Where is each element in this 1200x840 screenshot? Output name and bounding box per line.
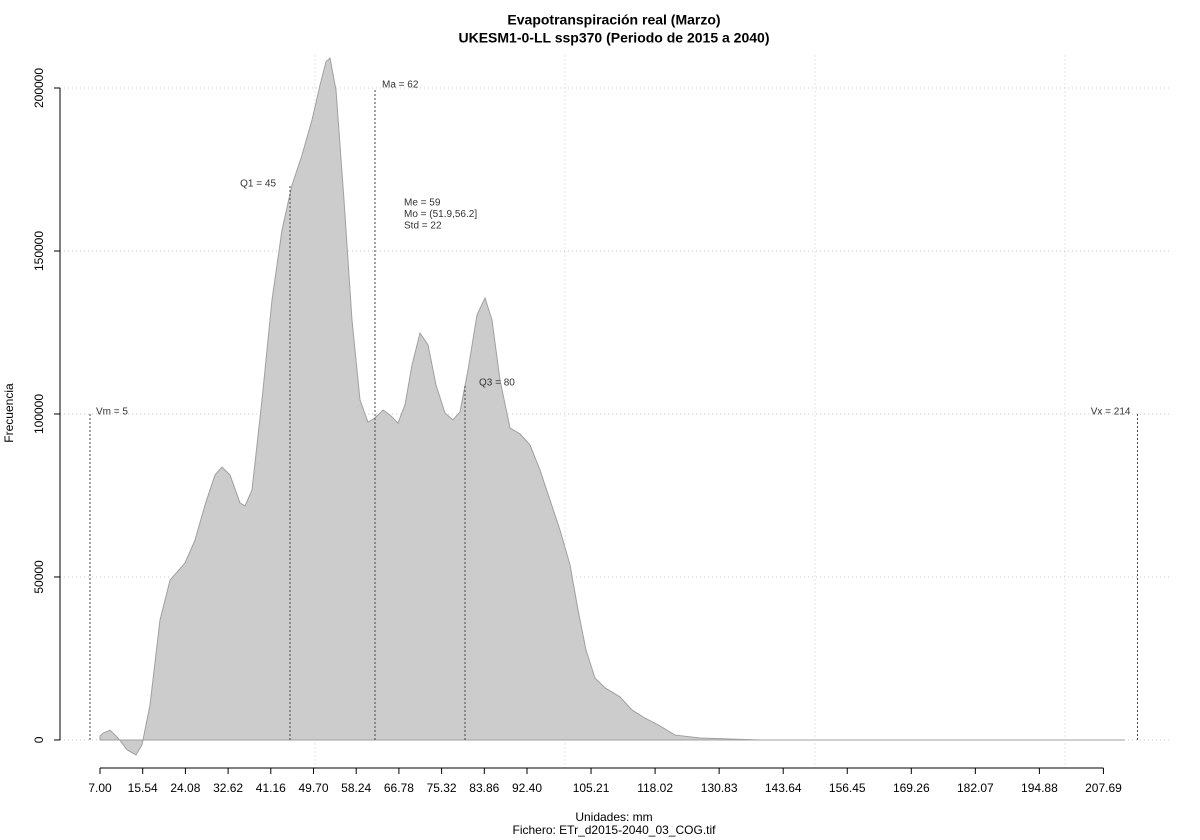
- annotation-label: Q3 = 80: [479, 377, 515, 388]
- stat-label: Me = 59: [404, 198, 441, 209]
- x-tick-label: 130.83: [701, 781, 738, 795]
- x-tick-label: 169.26: [893, 781, 930, 795]
- x-tick-label: 207.69: [1085, 781, 1122, 795]
- x-tick-label: 32.62: [213, 781, 243, 795]
- chart-subtitle: UKESM1-0-LL ssp370 (Periodo de 2015 a 20…: [459, 30, 770, 46]
- stat-label: Std = 22: [404, 221, 442, 232]
- x-tick-label: 7.00: [88, 781, 112, 795]
- y-tick-label: 200000: [32, 68, 46, 108]
- x-tick-label: 49.70: [298, 781, 328, 795]
- stat-label: Mo = (51.9,56.2]: [404, 209, 477, 220]
- x-axis-label: Unidades: mm: [575, 810, 652, 824]
- x-tick-label: 92.40: [512, 781, 542, 795]
- chart-title: Evapotranspiración real (Marzo): [507, 12, 720, 28]
- x-tick-label: 41.16: [256, 781, 286, 795]
- annotation-label: Vm = 5: [96, 407, 128, 418]
- y-tick-label: 0: [32, 736, 46, 743]
- annotation-label: Q1 = 45: [240, 178, 276, 189]
- y-axis-label: Frecuencia: [2, 383, 16, 443]
- annotation-label: Ma = 62: [382, 80, 419, 91]
- caption: Fichero: ETr_d2015-2040_03_COG.tif: [513, 823, 717, 837]
- annotation-label: Vx = 214: [1091, 407, 1131, 418]
- x-tick-label: 58.24: [341, 781, 371, 795]
- x-tick-label: 156.45: [829, 781, 866, 795]
- x-tick-label: 24.08: [170, 781, 200, 795]
- y-tick-label: 50000: [32, 560, 46, 594]
- x-tick-label: 182.07: [957, 781, 994, 795]
- x-tick-label: 143.64: [765, 781, 802, 795]
- y-tick-label: 150000: [32, 231, 46, 271]
- x-tick-label: 83.86: [469, 781, 499, 795]
- x-tick-label: 194.88: [1021, 781, 1058, 795]
- x-tick-label: 105.21: [573, 781, 610, 795]
- density-area: [99, 56, 1125, 756]
- y-tick-label: 100000: [32, 394, 46, 434]
- x-tick-label: 118.02: [637, 781, 673, 795]
- x-tick-label: 15.54: [128, 781, 158, 795]
- x-tick-label: 66.78: [384, 781, 414, 795]
- x-tick-label: 75.32: [427, 781, 457, 795]
